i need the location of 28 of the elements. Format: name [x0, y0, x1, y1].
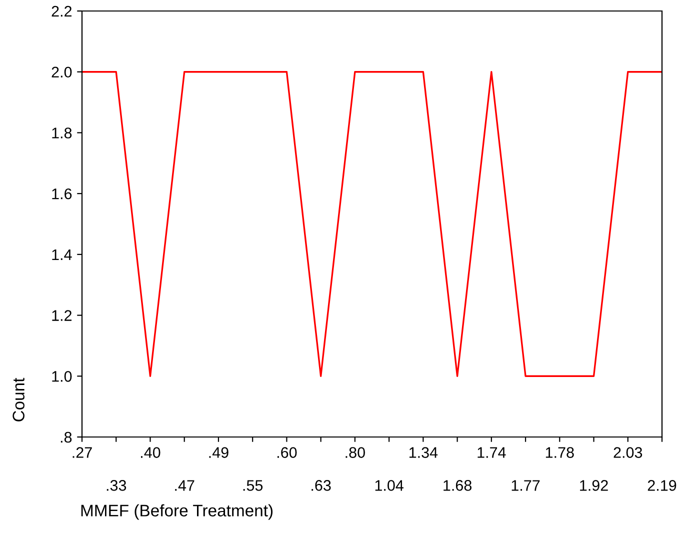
x-tick-label: .60: [277, 447, 297, 458]
x-tick-label: 1.78: [546, 447, 574, 458]
x-tick-label: 2.03: [614, 447, 642, 458]
y-tick-label: 1.6: [52, 188, 72, 200]
x-tick-label: .47: [175, 480, 194, 491]
x-tick-label: .63: [312, 480, 331, 491]
x-tick-label: .55: [243, 480, 263, 491]
x-tick-label: .80: [346, 447, 365, 458]
x-tick-label: 1.74: [478, 447, 506, 458]
x-tick-label: .27: [72, 447, 92, 458]
x-tick-label: 1.34: [409, 447, 438, 458]
y-tick-label: 1.4: [52, 249, 72, 260]
y-tick-label: 1.8: [52, 128, 72, 138]
y-tick-label: .8: [60, 432, 72, 443]
x-tick-label: 1.68: [444, 480, 472, 491]
y-axis-title: Count: [12, 378, 24, 422]
y-tick-label: 2.2: [52, 6, 72, 17]
y-tick-label: 1.0: [52, 371, 72, 382]
x-tick-label: 1.92: [580, 480, 608, 491]
y-tick-label: 2.0: [52, 66, 72, 78]
y-tick-label: 1.2: [52, 310, 72, 321]
x-tick-label: 2.19: [648, 480, 676, 491]
x-tick-label: .33: [106, 480, 126, 491]
x-tick-label: 1.77: [512, 480, 540, 491]
x-tick-label: .40: [141, 447, 160, 458]
x-axis-title: MMEF (Before Treatment): [81, 504, 273, 520]
x-tick-label: .49: [209, 447, 228, 458]
x-tick-label: 1.04: [375, 480, 404, 491]
